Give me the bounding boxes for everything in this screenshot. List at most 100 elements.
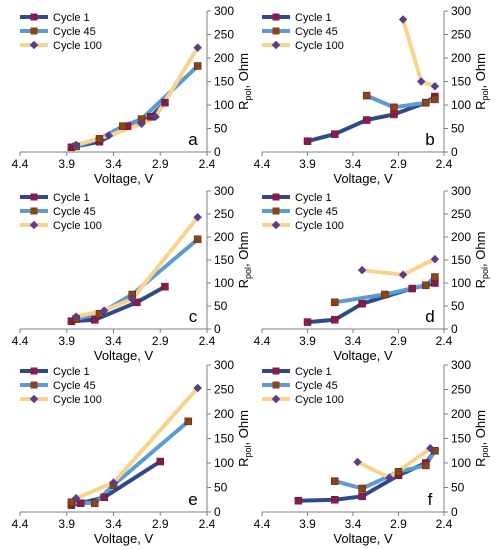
chart-panel-f: 4.4 3.9 3.4 2.9 2.40 50 100 150 200 250 300 Voltage… xyxy=(254,358,490,546)
panel-label: d xyxy=(425,307,434,326)
chart-panel-b: 4.4 3.9 3.4 2.9 2.40 50 100 150 200 250 300 Voltage… xyxy=(254,4,490,186)
legend-marker xyxy=(30,381,38,389)
chart-panel-c: 4.4 3.9 3.4 2.9 2.40 50 100 150 200 250 300 Voltage… xyxy=(12,184,253,363)
data-point xyxy=(358,299,366,308)
legend-marker xyxy=(272,207,280,215)
legend-label: Cycle 100 xyxy=(53,394,102,406)
legend-marker xyxy=(30,367,38,375)
y-tick-label: 0 xyxy=(214,505,221,519)
x-tick-label: 3.9 xyxy=(58,334,75,348)
y-tick-label: 300 xyxy=(214,4,234,18)
legend-label: Cycle 100 xyxy=(53,40,102,52)
data-point xyxy=(95,310,104,318)
y-tick-label: 150 xyxy=(214,432,234,446)
y-tick-label: 150 xyxy=(451,432,471,446)
y-tick-label: 100 xyxy=(451,456,471,470)
legend-marker xyxy=(272,367,280,375)
legend-marker xyxy=(271,394,281,404)
y-tick-label: 0 xyxy=(451,145,458,159)
y-tick-label: 0 xyxy=(214,145,221,159)
x-tick-label: 3.4 xyxy=(345,334,362,348)
data-point xyxy=(358,492,366,501)
data-point xyxy=(99,306,109,315)
data-point xyxy=(119,122,127,130)
y-tick-label: 300 xyxy=(451,4,471,18)
data-point xyxy=(77,499,85,507)
data-point xyxy=(67,498,76,506)
chart-panel-e: 4.4 3.9 3.4 2.9 2.40 50 100 150 200 250 300 Voltage… xyxy=(12,358,253,546)
y-tick-label: 250 xyxy=(451,28,471,42)
x-axis-label: Voltage, V xyxy=(333,531,393,546)
data-point xyxy=(193,212,202,222)
y-axis-label: Rpol, Ohm xyxy=(236,232,253,289)
y-tick-label: 300 xyxy=(451,184,471,198)
data-point xyxy=(381,290,389,299)
legend-label: Cycle 1 xyxy=(295,366,332,378)
data-point xyxy=(193,43,202,52)
data-point xyxy=(303,137,312,145)
y-tick-label: 100 xyxy=(451,98,471,112)
data-point xyxy=(390,103,398,112)
data-point xyxy=(422,98,430,107)
y-tick-label: 300 xyxy=(214,358,234,372)
legend-label: Cycle 45 xyxy=(295,380,338,392)
legend-marker xyxy=(30,193,38,201)
y-tick-label: 200 xyxy=(214,407,234,421)
x-tick-label: 3.9 xyxy=(299,334,316,348)
data-point xyxy=(430,81,440,91)
data-point xyxy=(184,417,193,426)
x-tick-label: 3.4 xyxy=(105,517,122,531)
y-tick-label: 50 xyxy=(214,299,228,313)
x-tick-label: 4.4 xyxy=(254,334,271,348)
legend-label: Cycle 100 xyxy=(53,220,102,232)
y-axis-label: Rpol, Ohm xyxy=(473,53,490,110)
data-point xyxy=(398,15,408,24)
legend-label: Cycle 45 xyxy=(53,380,96,392)
legend-marker xyxy=(29,394,39,404)
x-tick-label: 2.9 xyxy=(152,157,169,171)
series-line-1 xyxy=(69,284,167,324)
legend-marker xyxy=(272,193,280,201)
legend: Cycle 1 Cycle 45 Cycle 100 xyxy=(262,192,344,232)
legend-marker xyxy=(271,220,281,230)
data-point xyxy=(91,316,99,324)
data-point xyxy=(151,112,160,121)
series-line-2 xyxy=(332,275,437,305)
y-axis-label: Rpol, Ohm xyxy=(473,410,490,467)
series-line-2 xyxy=(74,237,200,321)
legend-label: Cycle 1 xyxy=(53,192,90,204)
x-tick-label: 3.4 xyxy=(105,157,122,171)
legend-marker xyxy=(29,220,39,230)
data-point xyxy=(109,478,118,487)
series-line-3 xyxy=(360,257,437,277)
series-line-3 xyxy=(74,215,200,319)
data-point xyxy=(358,484,366,493)
x-tick-label: 3.9 xyxy=(58,157,75,171)
panel-label: c xyxy=(189,307,198,326)
y-tick-label: 250 xyxy=(214,28,234,42)
x-tick-label: 2.4 xyxy=(436,517,453,531)
x-tick-label: 2.4 xyxy=(199,517,216,531)
data-point xyxy=(331,477,339,485)
panel-label: e xyxy=(188,490,197,509)
x-axis-label: Voltage, V xyxy=(94,531,154,546)
panel-label: a xyxy=(188,130,198,149)
x-tick-label: 3.4 xyxy=(345,157,362,171)
x-axis-label: Voltage, V xyxy=(94,348,154,363)
x-tick-label: 3.4 xyxy=(345,517,362,531)
legend-marker xyxy=(30,207,38,215)
data-point xyxy=(331,496,339,504)
legend-label: Cycle 45 xyxy=(53,26,96,38)
legend-marker xyxy=(30,13,38,21)
legend: Cycle 1 Cycle 45 Cycle 100 xyxy=(20,366,102,406)
y-tick-label: 150 xyxy=(451,253,471,267)
y-axis-label: Rpol, Ohm xyxy=(236,53,253,110)
y-tick-label: 200 xyxy=(451,51,471,65)
data-point xyxy=(408,284,416,293)
legend: Cycle 1 Cycle 45 Cycle 100 xyxy=(262,12,344,52)
data-point xyxy=(398,270,408,279)
data-point xyxy=(100,493,108,502)
data-point xyxy=(294,496,303,505)
data-point xyxy=(426,444,435,453)
legend-marker xyxy=(272,27,280,35)
